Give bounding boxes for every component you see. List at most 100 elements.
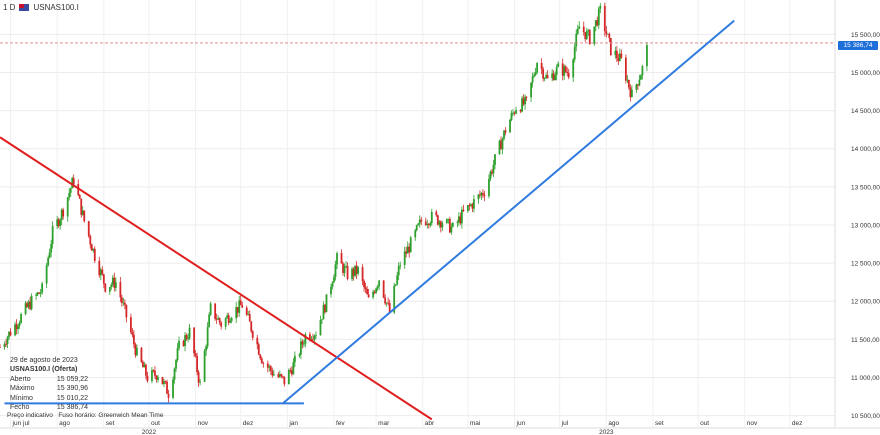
candle-body	[93, 248, 96, 261]
candle-body	[3, 343, 6, 348]
candle-body	[457, 216, 460, 223]
candle-body	[512, 112, 514, 114]
candle-body	[131, 332, 134, 335]
candle-body	[376, 286, 379, 289]
candle-body	[145, 364, 147, 376]
candle-body	[618, 53, 621, 62]
candle-body	[424, 221, 427, 226]
candle-body	[89, 235, 92, 245]
candle-body	[199, 381, 201, 383]
candle-body	[51, 226, 54, 244]
candle-body	[280, 374, 283, 376]
candle-body	[397, 266, 400, 276]
candle-body	[596, 20, 599, 26]
candle-body	[120, 297, 123, 303]
candle-body	[513, 112, 516, 114]
candle-body	[298, 354, 301, 356]
candle-body	[439, 221, 442, 228]
candle-body	[624, 57, 627, 81]
symbol-label[interactable]: USNAS100.I	[33, 3, 79, 12]
candle-body	[482, 192, 484, 196]
candle-body	[352, 268, 355, 276]
candle-body	[114, 282, 117, 288]
candle-body	[182, 340, 185, 347]
candle-body	[110, 284, 113, 287]
candle-body	[151, 370, 153, 382]
candle-body	[333, 276, 335, 283]
candle-body	[111, 277, 114, 285]
candle-body	[309, 334, 311, 340]
x-tick-label: out	[700, 420, 709, 427]
candle-body	[415, 225, 418, 231]
candle-body	[129, 317, 132, 333]
y-tick-label: 15 000,00	[851, 70, 880, 77]
candle-body	[83, 210, 86, 222]
info-row-open: Aberto 15 059,22	[10, 375, 88, 383]
candle-body	[606, 33, 609, 35]
candle-body	[597, 8, 600, 26]
candle-body	[215, 318, 218, 320]
candle-body	[342, 263, 344, 274]
candle-body	[382, 280, 385, 298]
candle-body	[218, 318, 221, 323]
candle-body	[20, 314, 22, 323]
candle-body	[62, 209, 65, 217]
candle-body	[471, 204, 474, 209]
candle-body	[566, 71, 569, 73]
candle-body	[501, 138, 504, 150]
candle-body	[609, 38, 612, 55]
candle-body	[448, 218, 451, 233]
candle-body	[473, 199, 475, 209]
candle-body	[394, 284, 397, 286]
candle-body	[638, 79, 641, 86]
trendline-support-rising	[282, 19, 735, 405]
candle-body	[60, 209, 63, 221]
candle-body	[427, 223, 430, 226]
x-tick-label: jul	[561, 420, 569, 427]
candle-body	[108, 286, 111, 292]
candle-body	[259, 354, 262, 359]
candle-body	[542, 68, 545, 79]
x-tick-label: set	[106, 420, 115, 427]
candle-body	[418, 219, 421, 224]
candle-body	[545, 75, 548, 79]
candle-body	[351, 268, 353, 279]
timeframe-label[interactable]: 1 D	[3, 3, 16, 12]
candle-body	[47, 257, 50, 266]
candle-body	[152, 370, 155, 372]
candle-body	[250, 321, 253, 332]
candle-body	[438, 221, 441, 225]
candle-body	[343, 266, 346, 274]
candle-body	[346, 265, 349, 279]
x-tick-label: mai	[470, 420, 480, 427]
candle-body	[184, 335, 186, 347]
candle-body	[536, 63, 539, 73]
candle-body	[480, 192, 483, 196]
candle-body	[101, 269, 104, 275]
candle-body	[477, 194, 480, 200]
candle-body	[81, 210, 84, 215]
last-price-tag: 15 386,74	[838, 41, 878, 50]
candle-body	[414, 230, 417, 238]
candle-body	[293, 355, 296, 363]
candle-body	[456, 222, 459, 223]
candle-body	[435, 211, 438, 216]
candle-body	[14, 324, 16, 336]
candle-body	[564, 66, 567, 72]
candle-body	[226, 315, 229, 319]
candle-body	[227, 315, 230, 323]
candle-body	[331, 282, 334, 287]
candle-body	[122, 302, 125, 304]
candle-body	[205, 346, 208, 351]
candle-body	[447, 218, 450, 220]
candle-body	[494, 154, 496, 165]
candle-body	[125, 304, 128, 318]
candle-body	[557, 63, 560, 68]
candle-body	[175, 360, 177, 369]
candle-body	[197, 372, 200, 383]
candle-body	[87, 221, 90, 236]
candle-body	[510, 112, 513, 120]
candle-body	[36, 292, 39, 295]
candle-body	[563, 66, 566, 76]
